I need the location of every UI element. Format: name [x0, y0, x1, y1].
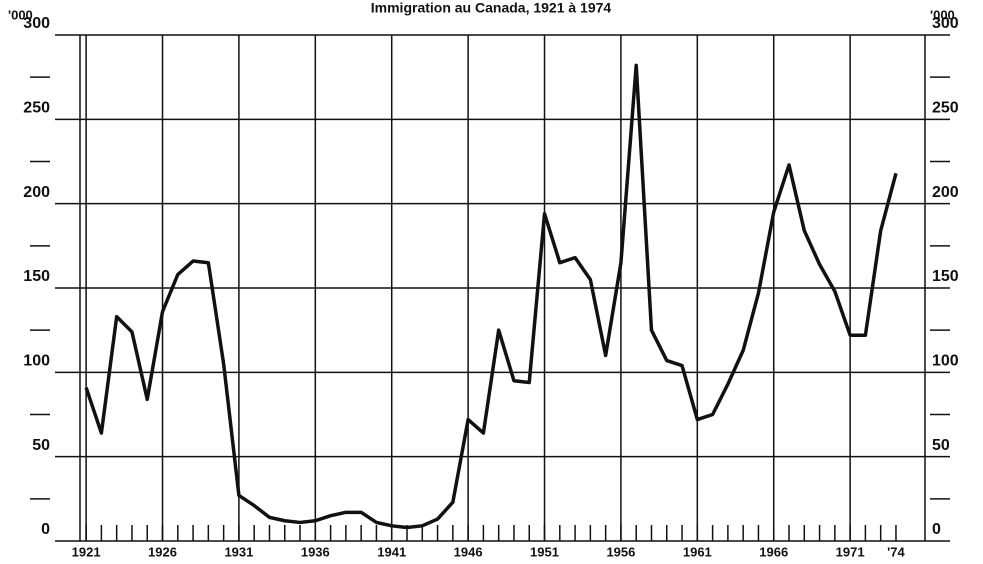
y2-tick-label: 100 [932, 353, 959, 370]
x-tick-label: 1961 [683, 544, 712, 559]
y-tick-label: 200 [23, 184, 50, 201]
x-tick-label: 1956 [606, 544, 635, 559]
y-tick-label: 100 [23, 353, 50, 370]
y-tick-label: 150 [23, 268, 50, 285]
y-tick-label: 0 [41, 521, 50, 538]
y2-tick-label: 200 [932, 184, 959, 201]
y-tick-label: 250 [23, 100, 50, 117]
chart-title: Immigration au Canada, 1921 à 1974 [371, 0, 612, 16]
y2-tick-label: 300 [932, 15, 959, 32]
x-tick-label: 1931 [224, 544, 253, 559]
data-line [84, 63, 898, 530]
x-tick-label: 1936 [301, 544, 330, 559]
y2-tick-label: 250 [932, 100, 959, 117]
x-tick-label: 1921 [72, 544, 101, 559]
y2-tick-label: 150 [932, 268, 959, 285]
x-tick-label: 1946 [454, 544, 483, 559]
x-tick-label: 1966 [759, 544, 788, 559]
x-tick-label: 1971 [836, 544, 865, 559]
y2-axis-label: '000 [930, 7, 955, 22]
y-tick-label: 50 [32, 437, 50, 454]
y2-tick-label: 0 [932, 521, 941, 538]
x-tick-label: 1926 [148, 544, 177, 559]
x-tick-label: 1951 [530, 544, 559, 559]
y-tick-label: 300 [23, 15, 50, 32]
x-tick-label: 1941 [377, 544, 406, 559]
x-tick-label: '74 [887, 544, 905, 559]
y-axis-label: '000 [8, 7, 33, 22]
y2-tick-label: 50 [932, 437, 950, 454]
